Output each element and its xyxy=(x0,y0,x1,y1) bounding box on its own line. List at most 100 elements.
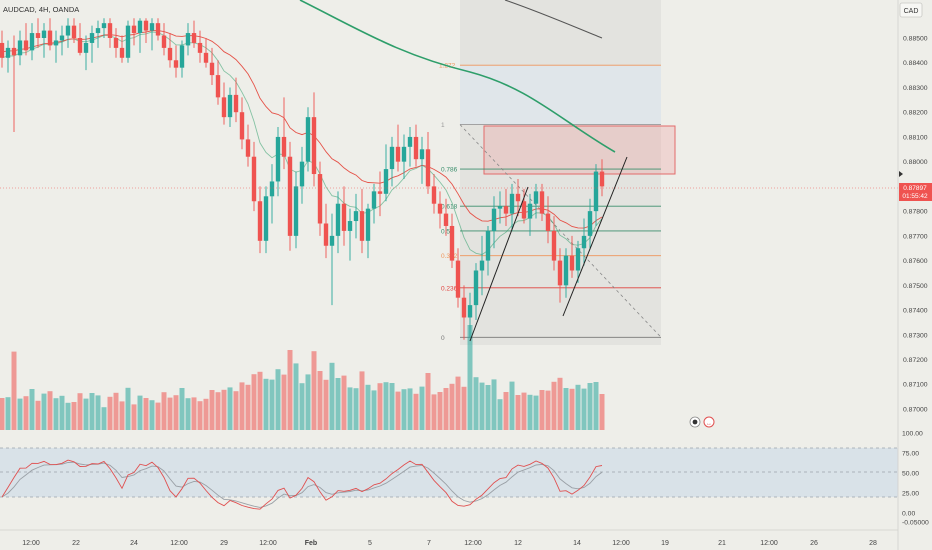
volume-bar xyxy=(149,400,155,430)
trendline-left xyxy=(469,186,529,342)
volume-bar xyxy=(431,394,437,430)
volume-bar xyxy=(203,398,209,430)
candle-body xyxy=(197,42,203,53)
candle-body xyxy=(443,213,449,226)
candle-body xyxy=(107,23,113,38)
price-tick: 0.88500 xyxy=(903,36,928,43)
time-tick: 12:00 xyxy=(464,540,482,547)
volume-bar xyxy=(119,401,125,430)
time-tick: 12 xyxy=(514,540,522,547)
volume-bar xyxy=(161,392,167,430)
volume-bar xyxy=(53,398,59,430)
volume-bar xyxy=(251,374,257,430)
volume-bar xyxy=(383,382,389,430)
candle-body xyxy=(503,206,509,214)
candle-body xyxy=(53,40,59,46)
candle-body xyxy=(215,75,221,98)
time-tick: 28 xyxy=(869,540,877,547)
ma-slowest-line xyxy=(504,0,603,39)
candle-body xyxy=(11,47,17,56)
currency-event-icon[interactable]: ↔ xyxy=(703,416,715,428)
volume-bar xyxy=(479,382,485,430)
volume-bar xyxy=(173,395,179,430)
stoch-tick: -0.05000 xyxy=(902,520,929,527)
volume-bar xyxy=(473,377,479,430)
volume-bar xyxy=(551,381,557,430)
candle-body xyxy=(587,211,593,236)
time-axis[interactable]: 12:00 22 24 12:00 29 12:00 Feb 5 7 12:00 12 14 12:00… xyxy=(22,540,877,547)
time-tick: 5 xyxy=(368,540,372,547)
candle-body xyxy=(419,149,425,160)
volume-bar xyxy=(269,379,275,430)
candle-body xyxy=(35,33,41,38)
candle-body xyxy=(329,235,335,246)
volume-bar xyxy=(425,373,431,430)
candle-body xyxy=(491,208,497,231)
candle-body xyxy=(449,225,455,261)
time-tick: 12:00 xyxy=(170,540,188,547)
volume-bar xyxy=(401,389,407,430)
fib-level-label: 0.618 xyxy=(441,204,458,211)
candle-body xyxy=(437,203,443,214)
candle-body xyxy=(521,201,527,219)
candle-body xyxy=(167,47,173,61)
volume-bar xyxy=(83,398,89,430)
volume-bar xyxy=(23,396,29,430)
price-axis[interactable] xyxy=(898,0,932,550)
candle-body xyxy=(95,28,101,34)
stochastic-lines xyxy=(1,459,603,510)
candle-body xyxy=(593,171,599,212)
trend-drawings[interactable] xyxy=(469,156,628,342)
time-tick: 24 xyxy=(130,540,138,547)
currency-button[interactable] xyxy=(899,2,923,18)
volume-bar xyxy=(5,397,11,430)
volume-bar xyxy=(593,382,599,430)
volume-bar xyxy=(179,388,185,430)
volume-bar xyxy=(503,392,509,430)
candle-body xyxy=(17,40,23,56)
volume-bar xyxy=(89,393,95,430)
symbol-label[interactable]: AUDCAD, 4H, OANDA xyxy=(3,5,79,14)
candle-body xyxy=(515,193,521,202)
volume-bar xyxy=(311,351,317,430)
time-tick: 14 xyxy=(573,540,581,547)
candle-body xyxy=(575,248,581,271)
volume-bar xyxy=(155,402,161,430)
volume-bar xyxy=(209,390,215,430)
price-tick: 0.87600 xyxy=(903,258,928,265)
candle-body xyxy=(71,25,77,38)
volume-bar xyxy=(437,392,443,430)
volume-bar xyxy=(413,393,419,430)
candle-body xyxy=(233,94,239,113)
time-tick: Feb xyxy=(305,540,317,547)
resistance-zone[interactable] xyxy=(483,125,676,175)
candle-body xyxy=(293,186,299,236)
candle-body xyxy=(113,38,119,48)
volume-bar xyxy=(443,388,449,430)
volume-bar xyxy=(101,407,107,430)
event-flag-icon[interactable] xyxy=(689,416,701,428)
volume-bar xyxy=(275,369,281,430)
volume-bar xyxy=(245,384,251,430)
volume-bar xyxy=(359,371,365,430)
volume-bar xyxy=(305,374,311,430)
volume-bar xyxy=(371,390,377,430)
stoch-tick: 100.00 xyxy=(902,431,923,438)
price-tick: 0.87400 xyxy=(903,308,928,315)
time-tick: 21 xyxy=(718,540,726,547)
candle-body xyxy=(29,33,35,51)
volume-bar xyxy=(293,363,299,430)
volume-bar xyxy=(29,389,35,430)
candle-body xyxy=(5,47,11,58)
volume-bar xyxy=(485,385,491,430)
candle-body xyxy=(509,193,515,214)
volume-bar xyxy=(467,325,473,430)
candle-body xyxy=(389,146,395,170)
candle-body xyxy=(365,208,371,241)
fib-trend-line xyxy=(459,124,662,338)
candle-body xyxy=(179,45,185,68)
volume-bar xyxy=(449,383,455,430)
volume-bar xyxy=(335,378,341,430)
candle-body xyxy=(65,25,71,36)
